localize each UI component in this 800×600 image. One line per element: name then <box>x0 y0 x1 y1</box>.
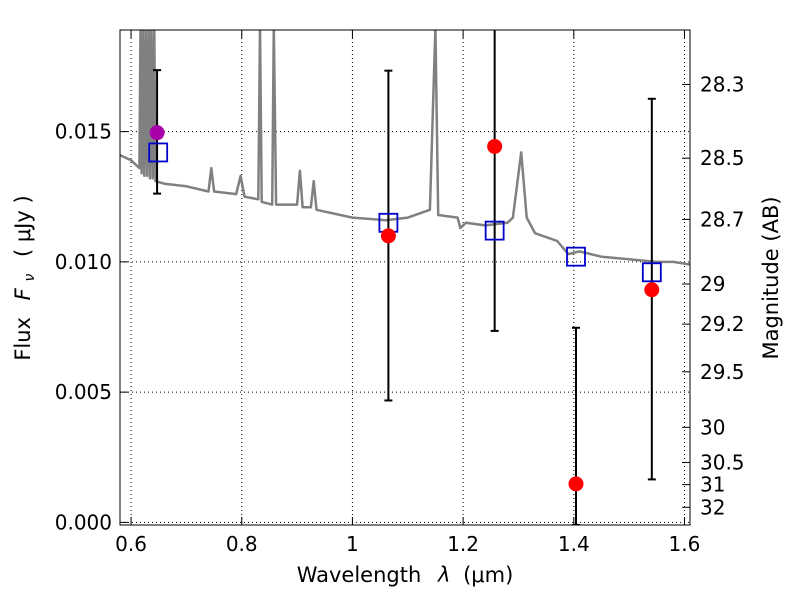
measured-point-marker <box>380 228 396 244</box>
y2-tick-label: 30.5 <box>700 450 745 474</box>
x-tick-label: 0.6 <box>115 532 147 556</box>
x-axis-label-text: Wavelength <box>297 563 422 587</box>
y2-tick-label: 29 <box>700 272 725 296</box>
y2-tick-label: 29.5 <box>700 360 745 384</box>
y2-axis-label: Magnitude (AB) <box>759 196 783 359</box>
model-square-marker <box>484 220 505 241</box>
x-axis-label: Wavelength λ (μm) <box>297 563 514 587</box>
y2-tick-label: 28.3 <box>700 72 745 96</box>
x-tick-label: 1.6 <box>669 532 701 556</box>
y-axis-label-text: Flux <box>11 317 35 361</box>
y-axis-label-unit: ( μJy ) <box>11 195 35 257</box>
y-tick-label: 0.005 <box>55 380 112 404</box>
measured-point-marker <box>568 476 584 492</box>
model-square-marker <box>566 246 586 267</box>
x-tick-label: 1.2 <box>447 532 479 556</box>
plot-frame <box>119 29 691 526</box>
y-axis-label: Flux F ν ( μJy ) <box>11 195 39 360</box>
y-tick-label: 0.015 <box>55 120 112 144</box>
y-tick-label: 0.010 <box>55 250 112 274</box>
x-tick-label: 0.8 <box>226 532 258 556</box>
y2-tick-label: 28.5 <box>700 146 745 170</box>
y2-tick-label: 31 <box>700 473 725 497</box>
measured-point-marker <box>644 282 660 298</box>
y2-tick-label: 29.2 <box>700 312 745 336</box>
x-axis-label-symbol: λ <box>437 563 450 587</box>
data-layer <box>120 30 690 525</box>
y-axis-label-subscript: ν <box>22 274 38 282</box>
measured-point-marker <box>149 125 165 141</box>
ticks: 0.6 0.8 1 1.2 1.4 1.6 0.000 0.005 0.010 0.015 28.3… <box>55 30 745 556</box>
y-axis-label-symbol: F <box>11 287 35 300</box>
spectrum-line <box>120 30 690 266</box>
y2-tick-label: 30 <box>700 415 725 439</box>
x-tick-label: 1 <box>346 532 359 556</box>
plot-area <box>120 30 690 525</box>
measured-point-marker <box>487 138 503 154</box>
model-square-marker <box>641 262 662 283</box>
y-tick-label: 0.000 <box>55 510 112 534</box>
model-square-marker <box>148 142 169 163</box>
y2-tick-label: 28.7 <box>700 207 745 231</box>
x-axis-label-unit: (μm) <box>463 563 513 587</box>
x-tick-label: 1.4 <box>558 532 590 556</box>
y2-tick-label: 32 <box>700 495 725 519</box>
grid <box>120 30 690 525</box>
